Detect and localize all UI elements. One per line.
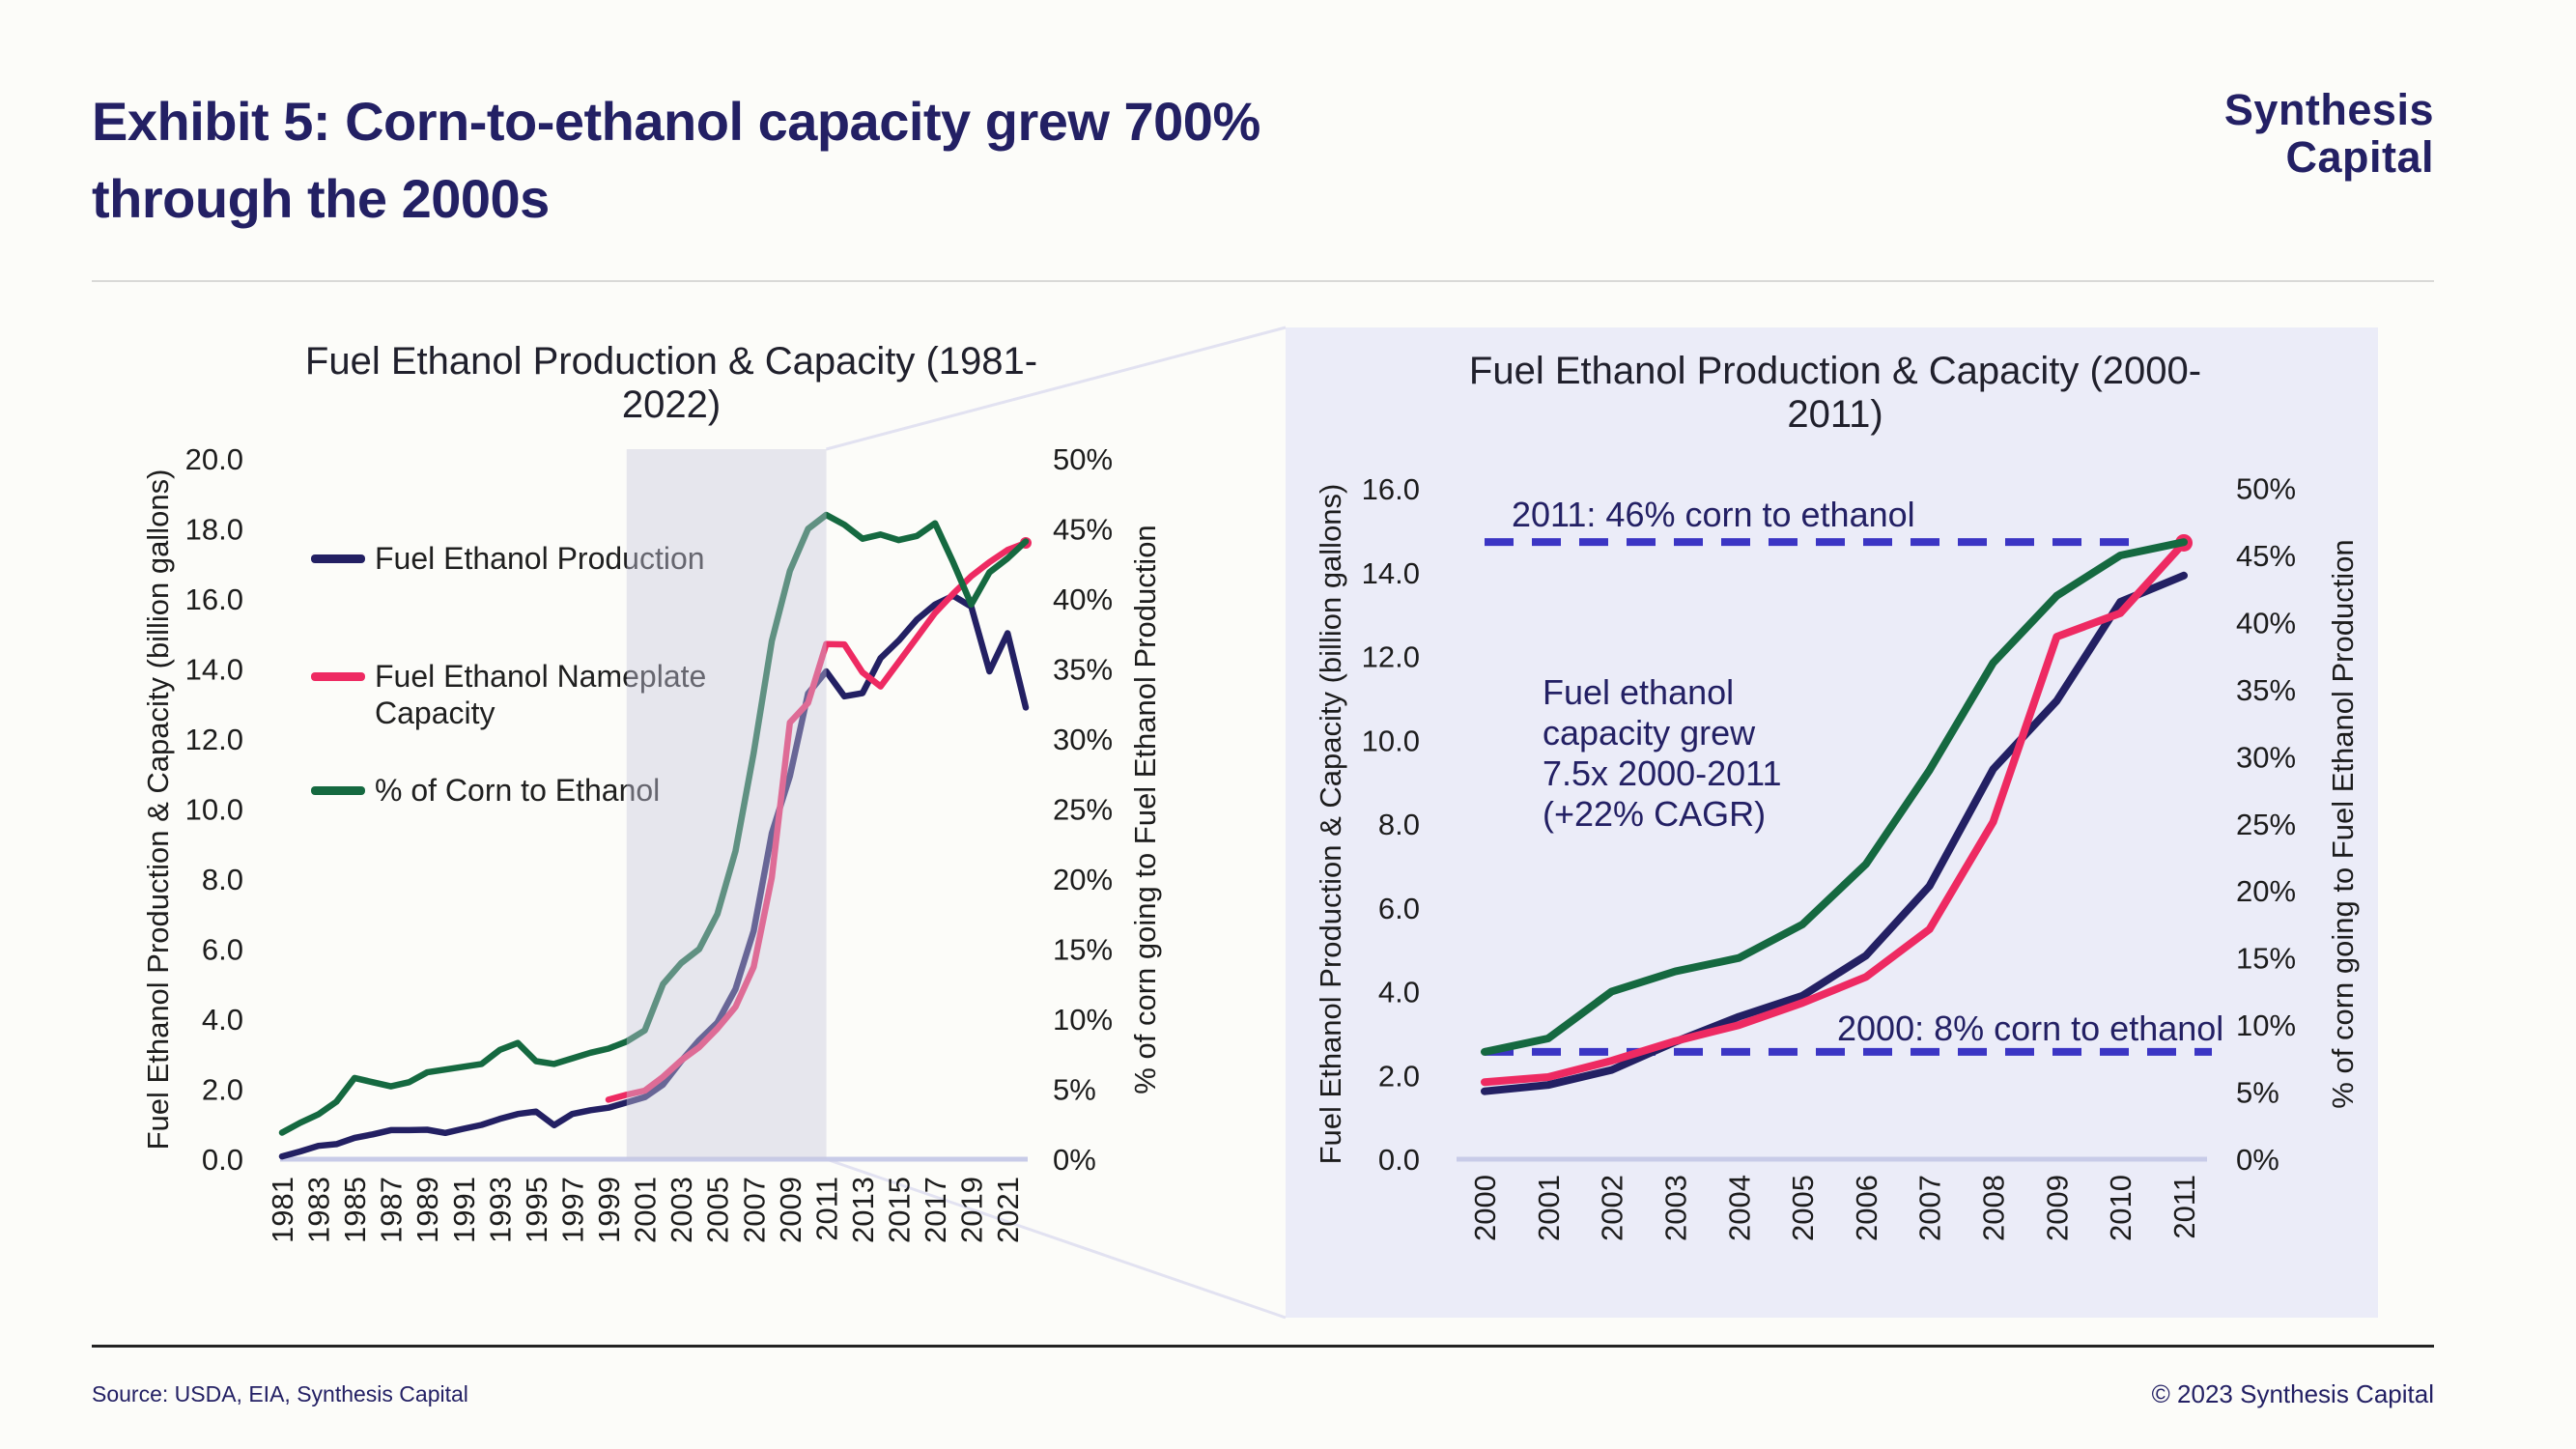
- title-divider: [92, 280, 2434, 282]
- chart-1981-2022-xtick: 1983: [302, 1177, 336, 1243]
- chart-1981-2022-ytick-right: 25%: [1053, 793, 1113, 827]
- chart-1981-2022-ytick-left: 12.0: [185, 723, 243, 756]
- chart-1981-2022-ytick-left: 18.0: [185, 513, 243, 547]
- legend-label-pct-corn: % of Corn to Ethanol: [375, 773, 661, 808]
- chart-1981-2022-xtick: 1985: [338, 1177, 372, 1243]
- chart-1981-2022-ytick-left: 6.0: [202, 933, 243, 967]
- annotation-capacity-growth: Fuel ethanol capacity grew 7.5x 2000-201…: [1543, 672, 1782, 835]
- chart-1981-2022-xtick: 2001: [629, 1177, 663, 1243]
- annotation-capacity-growth-line3: 7.5x 2000-2011: [1543, 753, 1782, 793]
- chart-1981-2022-ylabel-left: Fuel Ethanol Production & Capacity (bill…: [141, 469, 175, 1151]
- chart-1981-2022-ytick-left: 2.0: [202, 1073, 243, 1107]
- synthesis-capital-logo: Synthesis Capital: [2223, 85, 2434, 182]
- copyright-note: © 2023 Synthesis Capital: [2151, 1379, 2434, 1408]
- logo-line2: Capital: [2285, 131, 2434, 182]
- chart-1981-2022-ytick-right: 15%: [1053, 933, 1113, 967]
- right-chart-title: Fuel Ethanol Production & Capacity (2000…: [1468, 350, 2202, 436]
- capacity-swatch: [311, 672, 365, 681]
- chart-1981-2022-ylabel-right: % of corn going to Fuel Ethanol Producti…: [1128, 525, 1162, 1094]
- chart-1981-2022-ytick-left: 14.0: [185, 653, 243, 687]
- annotation-capacity-growth-line2: capacity grew: [1543, 713, 1756, 753]
- chart-1981-2022-xtick: 1999: [592, 1177, 626, 1243]
- annotation-capacity-growth-line1: Fuel ethanol: [1543, 672, 1735, 712]
- chart-1981-2022-ytick-right: 45%: [1053, 513, 1113, 547]
- chart-1981-2022-xtick: 1987: [375, 1177, 409, 1243]
- chart-1981-2022-ytick-left: 8.0: [202, 863, 243, 896]
- chart-1981-2022-xtick: 1989: [410, 1177, 444, 1243]
- chart-1981-2022-ytick-right: 50%: [1053, 442, 1113, 476]
- legend-label-capacity: Fuel Ethanol Nameplate Capacity: [375, 658, 706, 731]
- chart-1981-2022-xtick: 2009: [774, 1177, 807, 1243]
- production-swatch: [311, 554, 365, 563]
- page-title-line2: through the 2000s: [92, 167, 550, 229]
- connector-bottom: [825, 1157, 1287, 1320]
- chart-1981-2022-xtick: 2013: [846, 1177, 880, 1243]
- chart-1981-2022-xtick: 1991: [447, 1177, 481, 1243]
- annotation-capacity-growth-line4: (+22% CAGR): [1543, 794, 1767, 834]
- chart-1981-2022-ytick-right: 40%: [1053, 582, 1113, 616]
- logo-line1: Synthesis: [2223, 85, 2434, 134]
- chart-1981-2022-ytick-left: 20.0: [185, 442, 243, 476]
- chart-1981-2022-xtick: 2021: [991, 1177, 1025, 1243]
- annotation-2000-8pct: 2000: 8% corn to ethanol: [1837, 1009, 2224, 1048]
- chart-1981-2022-ytick-left: 4.0: [202, 1003, 243, 1037]
- chart-1981-2022-line-green: [278, 511, 1030, 1136]
- chart-1981-2022-xtick: 1995: [520, 1177, 553, 1243]
- chart-1981-2022-xtick: 2015: [883, 1177, 917, 1243]
- chart-1981-2022-ytick-right: 0%: [1053, 1143, 1096, 1177]
- chart-1981-2022-ytick-right: 20%: [1053, 863, 1113, 896]
- chart-1981-2022-xtick: 2003: [665, 1177, 698, 1243]
- annotation-2011-46pct: 2011: 46% corn to ethanol: [1512, 495, 1915, 534]
- source-note: Source: USDA, EIA, Synthesis Capital: [92, 1381, 468, 1406]
- detail-panel-background: [1286, 327, 2378, 1318]
- chart-1981-2022-ytick-right: 30%: [1053, 723, 1113, 756]
- chart-1981-2022-xtick: 2017: [919, 1177, 952, 1243]
- page-title: Exhibit 5: Corn-to-ethanol capacity grew…: [92, 83, 1260, 237]
- chart-1981-2022-ytick-right: 5%: [1053, 1073, 1096, 1107]
- chart-1981-2022-ytick-left: 0.0: [202, 1143, 243, 1177]
- chart-1981-2022-ytick-right: 10%: [1053, 1003, 1113, 1037]
- chart-1981-2022-xtick: 1981: [266, 1177, 299, 1243]
- footer-divider: [92, 1345, 2434, 1348]
- legend-label-capacity-line1: Fuel Ethanol Nameplate: [375, 659, 707, 694]
- legend-label-capacity-line2: Capacity: [375, 696, 495, 730]
- page-title-line1: Exhibit 5: Corn-to-ethanol capacity grew…: [92, 91, 1260, 152]
- chart-1981-2022-endpoint-dot: [1019, 537, 1032, 549]
- legend-label-production: Fuel Ethanol Production: [375, 541, 705, 576]
- chart-1981-2022-xtick: 1997: [555, 1177, 589, 1243]
- left-chart-title: Fuel Ethanol Production & Capacity (1981…: [304, 340, 1038, 426]
- chart-1981-2022-xtick: 2005: [701, 1177, 735, 1243]
- chart-1981-2022-xtick: 1993: [483, 1177, 517, 1243]
- pct-corn-swatch: [311, 786, 365, 795]
- chart-1981-2022-ytick-left: 16.0: [185, 582, 243, 616]
- chart-1981-2022-line-pink: [605, 539, 1030, 1103]
- chart-1981-2022-ytick-right: 35%: [1053, 653, 1113, 687]
- chart-1981-2022-xtick: 2011: [809, 1177, 843, 1241]
- chart-1981-2022-ytick-left: 10.0: [185, 793, 243, 827]
- chart-1981-2022-xtick: 2007: [737, 1177, 771, 1243]
- chart-1981-2022-xtick: 2019: [955, 1177, 989, 1243]
